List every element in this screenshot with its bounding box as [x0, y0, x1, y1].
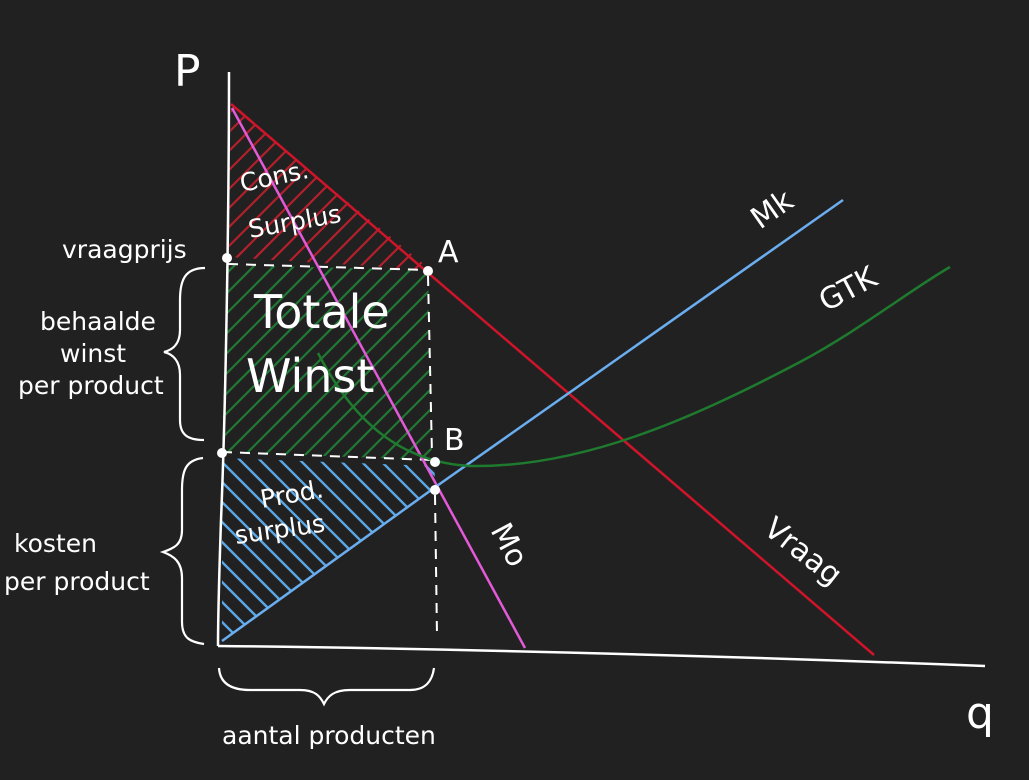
cons-surplus-hatch	[227, 106, 431, 270]
vraagprijs-label: vraagprijs	[62, 235, 187, 264]
behaalde-winst-label-2: winst	[60, 339, 126, 368]
totale-winst-hatch	[222, 265, 432, 460]
kosten-label-2: per product	[4, 567, 150, 596]
y-axis-label: P	[174, 46, 201, 97]
totale-winst-label-1: Totale	[253, 285, 390, 339]
behaalde-winst-label-1: behaalde	[40, 307, 156, 336]
dashed-line-vraagprijs	[227, 263, 428, 271]
kosten-label-1: kosten	[14, 529, 97, 558]
mo-label: Mo	[483, 517, 535, 573]
cons-surplus-label-1: Cons.	[237, 155, 311, 198]
point-mo-mk-intersection	[430, 485, 440, 495]
dashed-line-quantity-b	[434, 494, 438, 637]
gtk-curve	[316, 265, 951, 468]
prod-surplus-label-1: Prod.	[258, 474, 326, 514]
totale-winst-label-2: Winst	[246, 349, 374, 403]
mk-curve	[221, 198, 844, 643]
mo-curve	[230, 107, 527, 649]
dashed-line-quantity-a	[427, 275, 433, 456]
bracket-aantal	[217, 667, 436, 707]
point-a-label: A	[438, 235, 459, 270]
prod-surplus-label-2: surplus	[233, 509, 327, 550]
aantal-producten-label: aantal producten	[222, 721, 436, 750]
x-axis-label: q	[966, 688, 994, 739]
point-a	[423, 266, 433, 276]
y-axis	[216, 71, 231, 647]
bracket-winst	[163, 266, 206, 442]
gtk-label: GTK	[813, 259, 884, 319]
vraag-curve	[230, 103, 875, 656]
point-b-label: B	[444, 423, 465, 458]
point-vraagprijs	[222, 253, 232, 263]
bracket-kosten	[159, 456, 205, 646]
point-b	[430, 457, 440, 467]
x-axis	[217, 644, 986, 668]
vraag-label: Vraag	[757, 511, 848, 593]
behaalde-winst-label-3: per product	[18, 371, 164, 400]
mk-label: Mk	[745, 183, 801, 237]
point-kosten	[217, 448, 227, 458]
